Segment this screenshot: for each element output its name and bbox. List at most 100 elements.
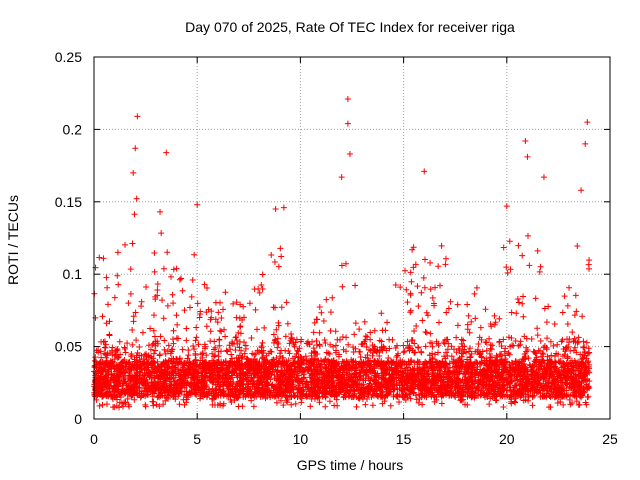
data-point [164,364,171,371]
data-point [400,349,407,356]
data-point [486,391,493,398]
data-point [136,343,143,350]
data-point [158,362,165,369]
data-point [371,363,378,370]
data-point [163,394,170,401]
data-point [520,293,527,300]
data-point [268,382,275,389]
data-point [196,361,203,368]
data-point [511,398,518,405]
data-point [304,383,311,390]
data-point [215,379,222,386]
data-point [91,393,98,400]
data-point [92,377,99,384]
data-point [381,384,388,391]
data-point [437,282,444,289]
data-point [96,360,103,367]
data-point [579,375,586,382]
data-point [237,330,244,337]
data-point [270,339,277,346]
data-point [147,346,154,353]
data-point [274,339,281,346]
data-point [284,387,291,394]
data-point [342,260,349,267]
data-point [271,358,278,365]
data-point [371,343,378,350]
data-point [563,344,570,351]
data-point [150,340,157,347]
data-point [225,370,232,377]
data-point [565,361,572,368]
data-point [317,368,324,375]
data-point [157,385,164,392]
data-point [250,403,257,410]
data-point [570,338,577,345]
data-point [357,389,364,396]
data-point [99,367,106,374]
data-point [379,347,386,354]
data-point [524,232,531,239]
data-point [273,399,280,406]
data-point [240,388,247,395]
data-point [224,365,231,372]
data-point [322,356,329,363]
data-point [299,390,306,397]
data-point [316,342,323,349]
data-point [126,403,133,410]
data-point [359,396,366,403]
data-point [402,267,409,274]
data-point [304,364,311,371]
data-point [137,394,144,401]
data-point [197,393,204,400]
data-point [452,393,459,400]
data-point [215,353,222,360]
data-point [405,373,412,380]
data-point [96,359,103,366]
data-point [423,329,430,336]
data-point [294,370,301,377]
data-point [361,318,368,325]
data-point [307,403,314,410]
data-point [161,367,168,374]
data-point [236,389,243,396]
data-point [536,366,543,373]
data-point [339,379,346,386]
data-point [203,367,210,374]
data-point [573,375,580,382]
data-point [214,319,221,326]
data-point [332,368,339,375]
data-point [298,355,305,362]
data-point [488,346,495,353]
data-point [463,356,470,363]
data-point [544,387,551,394]
data-point [186,304,193,311]
data-point [401,376,408,383]
data-point [270,304,277,311]
data-point [557,398,564,405]
data-point [292,353,299,360]
data-point [406,342,413,349]
data-point [286,340,293,347]
data-point [486,401,493,408]
data-point [207,362,214,369]
data-point [270,331,277,338]
data-point [373,374,380,381]
data-point [311,349,318,356]
data-point [376,372,383,379]
data-point [330,357,337,364]
data-point [144,379,151,386]
data-point [454,384,461,391]
data-point [131,211,138,218]
data-point [123,360,130,367]
data-point [223,393,230,400]
data-point [359,364,366,371]
data-point [386,345,393,352]
data-point [356,326,363,333]
data-point [321,337,328,344]
data-point [295,364,302,371]
data-point [295,358,302,365]
data-point [318,309,325,316]
data-point [133,337,140,344]
data-point [251,286,258,293]
data-point [119,382,126,389]
